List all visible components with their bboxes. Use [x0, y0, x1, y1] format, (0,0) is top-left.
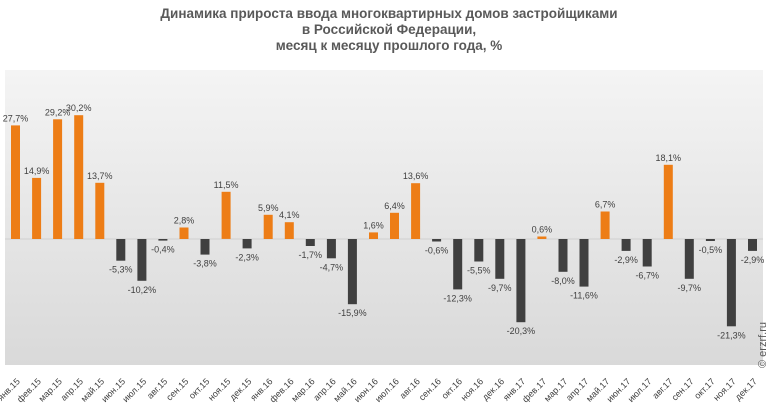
bar-апр.15	[74, 115, 84, 239]
x-tick-label-дек.15: дек.15	[228, 376, 254, 402]
x-tick-label-ноя.15: ноя.15	[206, 376, 232, 402]
x-tick-label-мар.17: мар.17	[542, 376, 569, 403]
x-tick-label-мар.15: мар.15	[37, 376, 64, 403]
data-label-июл.16: 6,4%	[384, 201, 405, 211]
bar-июл.15	[137, 239, 147, 281]
data-label-ноя.15: 11,5%	[214, 180, 239, 190]
bar-фев.15	[32, 177, 42, 239]
data-label-ноя.16: -5,5%	[467, 266, 491, 276]
chart-title-line1: Динамика прироста ввода многоквартирных …	[160, 6, 618, 21]
data-label-мар.15: 29,2%	[45, 107, 71, 117]
chart-title: Динамика прироста ввода многоквартирных …	[0, 6, 778, 54]
data-label-авг.15: -0,4%	[151, 245, 175, 255]
bar-июн.16	[369, 232, 378, 239]
data-label-сен.15: 2,8%	[174, 216, 195, 226]
bar-ноя.15	[221, 191, 231, 239]
data-label-дек.15: -2,3%	[235, 252, 259, 262]
data-label-сен.17: -9,7%	[678, 283, 702, 293]
x-tick-label-июл.17: июл.17	[626, 376, 654, 404]
bar-май.16	[347, 239, 357, 305]
data-label-май.15: 13,7%	[87, 171, 113, 181]
data-label-дек.16: -9,7%	[488, 283, 512, 293]
x-tick-labels-group: янв.15фев.15мар.15апр.15май.15июн.15июл.…	[0, 376, 759, 404]
bar-сен.15	[179, 227, 189, 239]
bar-ноя.17	[726, 239, 736, 327]
data-label-фев.17: 0,6%	[532, 225, 553, 235]
data-label-июл.15: -10,2%	[128, 285, 157, 295]
data-label-апр.15: 30,2%	[66, 103, 92, 113]
watermark: © erzrf.ru	[757, 322, 769, 368]
data-label-июл.17: -6,7%	[635, 271, 659, 281]
bar-дек.17	[748, 239, 757, 251]
bar-дек.16	[495, 239, 505, 279]
bar-сен.16	[432, 239, 442, 242]
data-label-фев.15: 14,9%	[24, 166, 50, 176]
bar-авг.16	[411, 183, 421, 239]
data-label-фев.16: 4,1%	[279, 210, 300, 220]
bar-апр.17	[579, 239, 589, 287]
data-label-ноя.17: -21,3%	[717, 330, 746, 340]
chart-title-line3: месяц к месяцу прошлого года, %	[275, 38, 503, 53]
bar-июл.17	[642, 239, 652, 267]
bar-янв.15	[11, 125, 20, 239]
data-label-июн.16: 1,6%	[363, 220, 384, 230]
data-label-авг.16: 13,6%	[403, 171, 429, 181]
data-label-мар.16: -1,7%	[299, 250, 323, 260]
x-tick-label-ноя.16: ноя.16	[459, 376, 485, 402]
bar-июн.17	[621, 239, 631, 251]
data-label-июн.15: -5,3%	[109, 265, 133, 275]
bar-окт.17	[705, 239, 715, 241]
data-label-мар.17: -8,0%	[551, 276, 575, 286]
bar-мар.16	[305, 239, 315, 246]
data-label-апр.17: -11,6%	[570, 291, 598, 301]
data-label-янв.16: 5,9%	[258, 203, 279, 213]
data-label-окт.17: -0,5%	[699, 245, 723, 255]
data-label-апр.16: -4,7%	[320, 262, 344, 272]
bar-май.17	[600, 211, 610, 239]
bar-авг.15	[158, 239, 168, 241]
x-tick-label-сен.15: сен.15	[164, 376, 190, 402]
bar-май.15	[95, 182, 105, 239]
x-tick-label-июл.15: июл.15	[120, 376, 148, 404]
bar-сен.17	[684, 239, 694, 279]
x-tick-label-дек.16: дек.16	[480, 376, 506, 402]
x-tick-label-дек.17: дек.17	[733, 376, 759, 402]
x-tick-label-июл.16: июл.16	[373, 376, 401, 404]
chart-title-line2: в Российской Федерации,	[301, 22, 477, 37]
bar-окт.15	[200, 239, 210, 255]
data-label-май.17: 6,7%	[595, 200, 616, 210]
data-label-авг.17: 18,1%	[656, 153, 682, 163]
x-tick-label-сен.17: сен.17	[670, 376, 696, 402]
x-tick-label-сен.16: сен.16	[417, 376, 443, 402]
data-label-июн.17: -2,9%	[614, 255, 638, 265]
data-label-май.16: -15,9%	[338, 308, 367, 318]
bar-фев.16	[284, 222, 294, 239]
data-label-окт.15: -3,8%	[193, 259, 217, 269]
bar-авг.17	[663, 164, 673, 239]
bar-июл.16	[390, 212, 399, 239]
bars-group	[11, 115, 757, 327]
x-tick-label-мар.16: мар.16	[289, 376, 316, 403]
data-label-окт.16: -12,3%	[443, 293, 472, 303]
data-label-дек.17: -2,9%	[741, 255, 765, 265]
x-tick-label-ноя.17: ноя.17	[711, 376, 737, 402]
data-label-янв.15: 27,7%	[3, 113, 29, 123]
data-label-янв.17: -20,3%	[507, 326, 536, 336]
bar-мар.17	[558, 239, 568, 272]
data-label-сен.16: -0,6%	[425, 246, 449, 256]
bar-июн.15	[116, 239, 126, 261]
bar-ноя.16	[474, 239, 484, 262]
bar-окт.16	[453, 239, 463, 290]
bar-янв.17	[516, 239, 526, 323]
plot-area	[5, 70, 763, 365]
bar-янв.16	[263, 214, 273, 239]
bar-дек.15	[242, 239, 252, 249]
bar-фев.17	[537, 236, 547, 239]
data-labels-group: 27,7% 14,9% 29,2%30,2% 13,7% -5,3% -10,2% -0,4…	[3, 103, 765, 340]
bar-апр.16	[326, 239, 336, 259]
bar-мар.15	[53, 119, 63, 239]
